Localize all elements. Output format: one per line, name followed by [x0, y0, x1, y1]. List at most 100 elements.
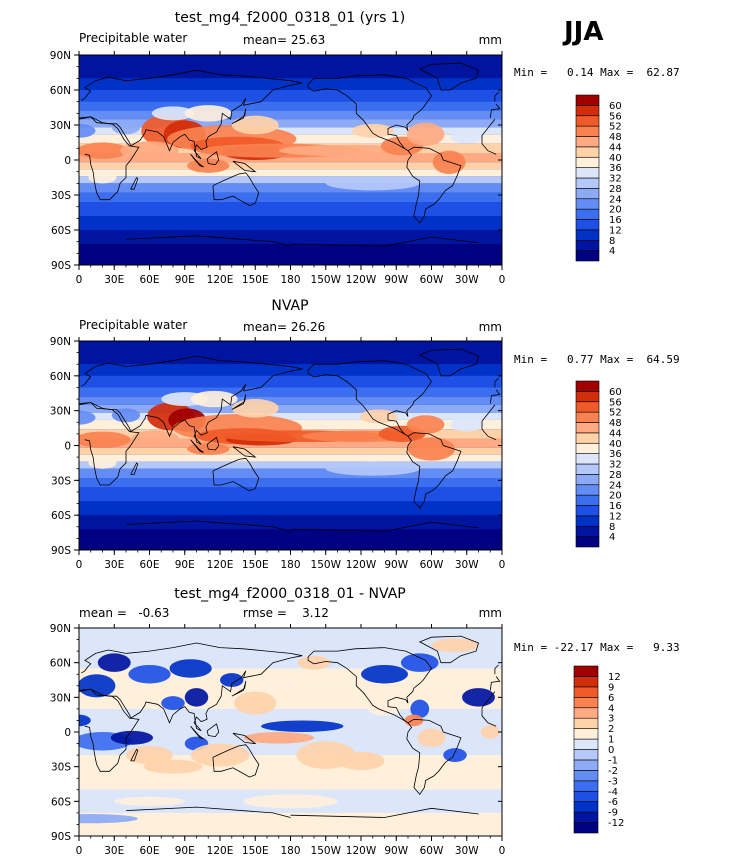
coastline: [79, 402, 497, 486]
x-tick-label: 120W: [346, 274, 377, 286]
x-tick-label: 120E: [207, 559, 234, 571]
x-tick-label: 90E: [175, 274, 195, 286]
field-blob: [128, 664, 171, 684]
field-blob: [234, 691, 277, 715]
latitude-band: [79, 202, 502, 216]
x-tick-label: 150E: [242, 559, 269, 571]
x-tick-label: 30E: [104, 559, 124, 571]
colorbar-label: -4: [608, 787, 618, 798]
latitude-band: [79, 529, 502, 550]
colorbar-box: [573, 717, 599, 729]
coastline: [418, 62, 479, 91]
latitude-band: [79, 127, 502, 135]
panel-stats: Min = 0.14 Max = 62.87: [514, 66, 680, 79]
y-tick-label: 0: [64, 155, 71, 167]
colorbar-label: 9: [608, 682, 614, 693]
coastline: [206, 151, 220, 166]
colorbar-label: 28: [609, 184, 622, 195]
latitude-band: [79, 387, 502, 397]
coastlines: [79, 62, 501, 247]
x-tick-label: 90E: [175, 559, 195, 571]
coastline: [418, 635, 479, 664]
field-blob: [443, 748, 467, 763]
coastline: [232, 732, 257, 745]
field-blob: [79, 123, 96, 138]
colorbar-box: [573, 790, 599, 802]
x-tick-label: 150W: [311, 845, 342, 857]
field-blob: [97, 653, 131, 672]
colorbar-label: -6: [608, 797, 618, 808]
latitude-band: [79, 216, 502, 230]
y-axis: 90N 60N 30N 0 30S 60S 90S: [50, 336, 502, 557]
x-tick-label: 30E: [104, 845, 124, 857]
field-blob: [110, 730, 154, 745]
colorbar-label: 32: [609, 460, 622, 471]
colorbar-label: -2: [608, 766, 618, 777]
panel-model: test_mg4_f2000_0318_01 (yrs 1) Precipita…: [50, 10, 680, 286]
colorbar-box: [573, 697, 599, 709]
colorbar-box: [575, 125, 600, 137]
y-tick-label: 60N: [50, 658, 71, 670]
coastline: [232, 160, 257, 173]
coastline: [418, 348, 479, 377]
y-tick-label: 90S: [51, 831, 71, 843]
season-label: JJA: [562, 17, 603, 47]
y-tick-label: 30N: [50, 692, 71, 704]
x-axis: 0 30E 60E 90E 120E 150E 180 150W 120W 90W 60W 30W 0: [76, 624, 505, 857]
colorbar-box: [575, 484, 600, 496]
coastline: [212, 172, 260, 206]
x-tick-label: 120E: [207, 274, 234, 286]
coastline: [231, 681, 247, 697]
coastline: [406, 146, 462, 224]
x-tick-label: 30W: [455, 274, 479, 286]
latitude-band: [79, 487, 502, 502]
field-features: [79, 105, 484, 191]
x-axis: 0 30E 60E 90E 120E 150E 180 150W 120W 90W 60W 30W 0: [76, 51, 505, 286]
colorbar-label: 60: [609, 101, 622, 112]
panel-title: NVAP: [271, 298, 308, 314]
latitude-band: [79, 468, 502, 479]
latitude-band: [79, 192, 502, 202]
field-blob: [169, 659, 212, 678]
y-tick-label: 60S: [51, 510, 71, 522]
field-blob: [151, 106, 195, 121]
x-tick-label: 0: [76, 845, 83, 857]
y-tick-label: 0: [64, 727, 71, 739]
field-blob: [417, 728, 446, 748]
colorbar-box: [575, 411, 600, 423]
panel-observation: NVAP Precipitable water mean= 26.26 mm M…: [50, 298, 680, 571]
colorbar-box: [573, 707, 599, 719]
y-tick-label: 30S: [51, 762, 71, 774]
latitude-band: [79, 176, 502, 184]
colorbar-label: 8: [609, 236, 615, 247]
field-blob: [408, 437, 455, 461]
coastline: [307, 360, 432, 437]
x-tick-label: 180: [280, 274, 300, 286]
field-blob: [359, 409, 398, 424]
field-blob: [143, 759, 203, 774]
field-blob: [190, 743, 250, 767]
colorbar-box: [573, 759, 599, 771]
x-tick-label: 180: [280, 845, 300, 857]
colorbar-label: 8: [609, 522, 615, 533]
coastline: [125, 520, 479, 532]
y-axis: 90N 60N 30N 0 30S 60S 90S: [50, 623, 502, 843]
x-tick-label: 90E: [175, 845, 195, 857]
field-blob: [184, 688, 209, 707]
field-blob: [79, 674, 116, 698]
colorbar-box: [573, 801, 599, 813]
field-blob: [243, 794, 338, 809]
field-blob: [190, 390, 238, 408]
x-tick-label: 30E: [104, 274, 124, 286]
field-blob: [406, 122, 445, 146]
coastline: [494, 92, 499, 102]
latitude-band: [79, 478, 502, 488]
panel-title: test_mg4_f2000_0318_01 - NVAP: [174, 586, 405, 602]
coastline: [212, 744, 260, 778]
colorbar-label: 20: [609, 205, 622, 216]
colorbar-label: 12: [608, 672, 621, 683]
coastline: [231, 108, 247, 125]
colorbar-label: 36: [609, 449, 622, 460]
latitude-band: [79, 454, 502, 462]
colorbar-box: [575, 208, 600, 220]
